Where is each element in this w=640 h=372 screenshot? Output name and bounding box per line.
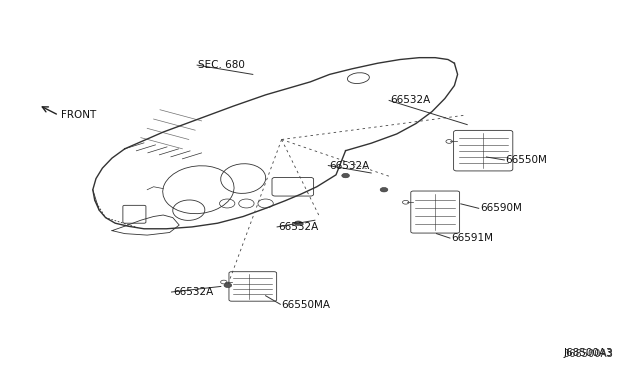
Text: 66532A: 66532A [330,161,370,170]
Text: J68500A3: J68500A3 [563,349,613,358]
Text: FRONT: FRONT [61,110,96,120]
Circle shape [342,173,349,178]
Text: 66532A: 66532A [390,96,431,105]
Circle shape [224,283,232,288]
Text: 66550M: 66550M [506,155,547,165]
Text: SEC. 680: SEC. 680 [198,60,245,70]
Circle shape [294,221,302,225]
Text: 66590M: 66590M [480,203,522,213]
Text: 66532A: 66532A [173,287,213,297]
Text: 66532A: 66532A [278,222,319,232]
Text: 66550MA: 66550MA [282,300,331,310]
Circle shape [380,187,388,192]
Text: J68500A3: J68500A3 [563,349,613,359]
Text: 66591M: 66591M [451,233,493,243]
